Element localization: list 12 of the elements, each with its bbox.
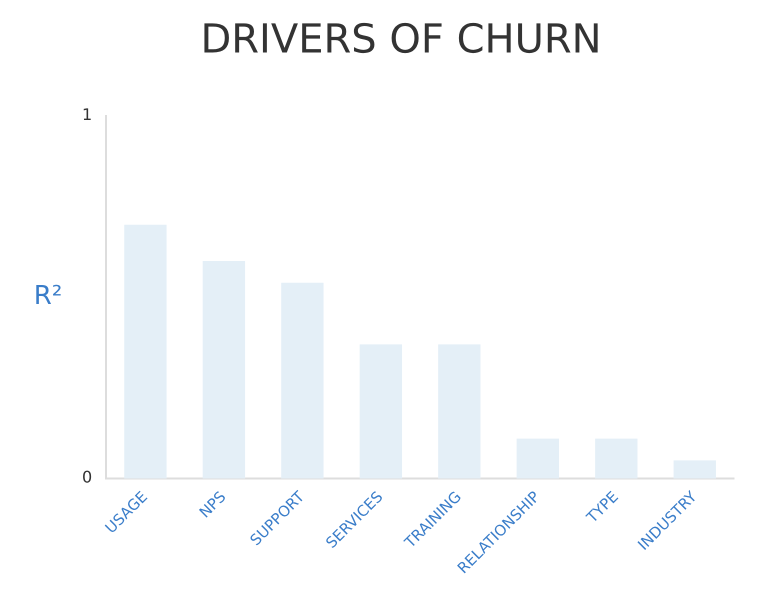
bar [124, 224, 167, 478]
bar [438, 344, 481, 478]
y-tick-label: 1 [82, 105, 92, 124]
chart-title: DRIVERS OF CHURN [200, 16, 602, 62]
y-axis-title: R² [34, 280, 62, 311]
bar [360, 344, 402, 478]
bar [674, 460, 716, 478]
y-tick-label: 0 [82, 468, 92, 487]
bar [516, 438, 559, 478]
bar [595, 438, 638, 478]
bar [202, 261, 246, 478]
bar [281, 282, 324, 478]
